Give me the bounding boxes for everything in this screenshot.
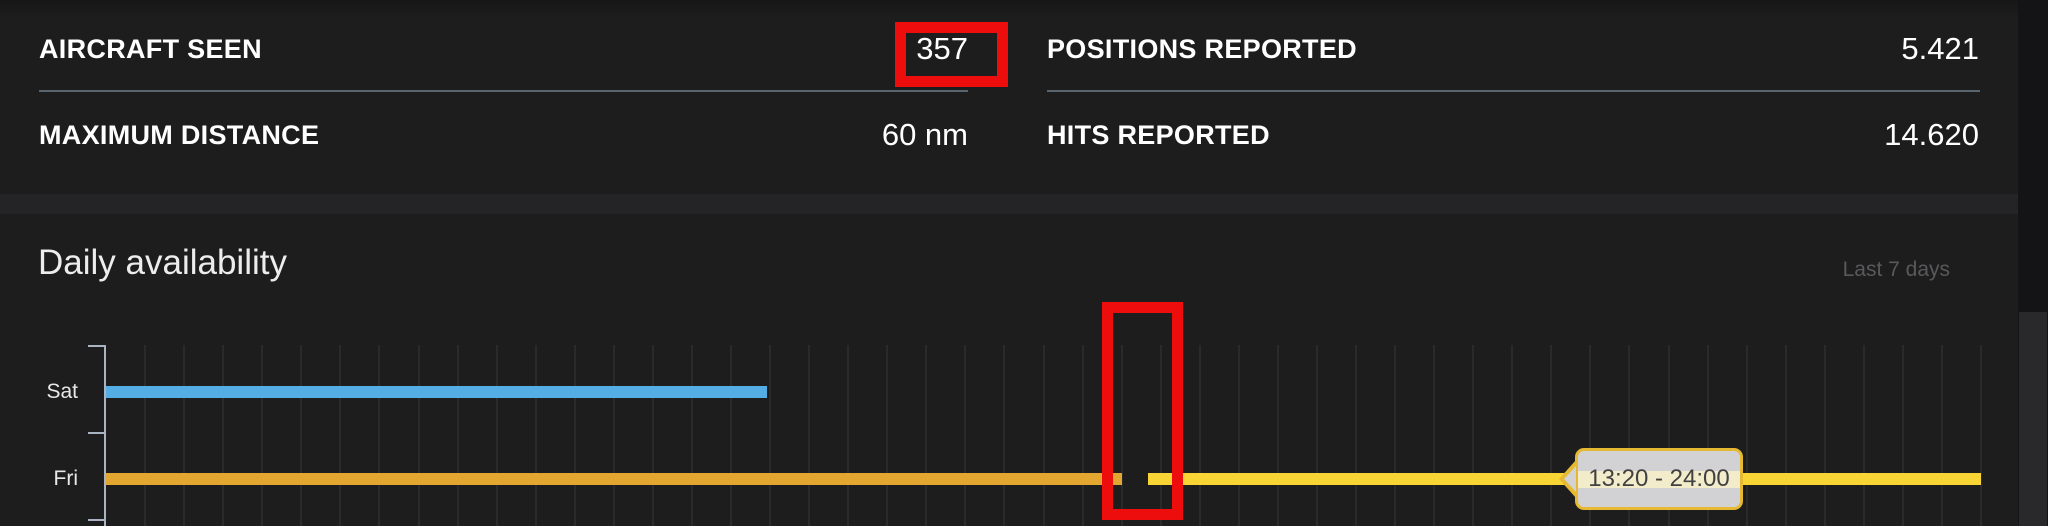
gridline: [847, 345, 850, 526]
gridline: [1784, 345, 1787, 526]
stat-positions-reported: POSITIONS REPORTED 5.421: [1047, 20, 1979, 78]
axis-tick: [88, 519, 105, 521]
gridline: [1003, 345, 1006, 526]
availability-bar-fri-segment-0[interactable]: [106, 473, 1122, 485]
segment-tooltip: 13:20 - 24:00: [1575, 448, 1743, 510]
gridline: [1980, 345, 1982, 526]
gridline: [300, 345, 303, 526]
gridline: [808, 345, 811, 526]
gridline: [1745, 345, 1748, 526]
stat-aircraft-seen: AIRCRAFT SEEN 357: [39, 20, 968, 78]
gridline: [183, 345, 186, 526]
stat-hits-reported: HITS REPORTED 14.620: [1047, 106, 1979, 164]
gridline: [378, 345, 381, 526]
stat-maximum-distance: MAXIMUM DISTANCE 60 nm: [39, 106, 968, 164]
gridline: [1198, 345, 1201, 526]
y-axis-line: [104, 345, 106, 526]
gridline: [730, 345, 732, 526]
period-label: Last 7 days: [1842, 258, 1950, 281]
gridline: [144, 345, 147, 526]
panel-top-shadow: [0, 0, 2018, 18]
gridline: [1628, 345, 1631, 526]
gridline: [1589, 345, 1592, 526]
gridline: [1042, 345, 1045, 526]
annotation-box-aircraft-seen-value: [895, 22, 1008, 87]
gridline: [1706, 345, 1709, 526]
gridline: [1940, 345, 1943, 526]
gridline: [1394, 345, 1397, 526]
gridline: [1237, 345, 1240, 526]
gridline: [964, 345, 967, 526]
gridline: [339, 345, 342, 526]
gridline: [222, 345, 225, 526]
stats-divider-left: [39, 90, 968, 92]
daily-availability-panel: Daily availability Last 7 days Sat Fri 13…: [0, 214, 2018, 526]
gridline: [1276, 345, 1279, 526]
tooltip-arrow-fill: [1564, 466, 1576, 492]
gridline: [261, 345, 264, 526]
stat-label: AIRCRAFT SEEN: [39, 33, 262, 64]
statistics-panel: AIRCRAFT SEEN 357 POSITIONS REPORTED 5.4…: [0, 0, 2018, 194]
gridline: [1120, 345, 1123, 526]
gridline: [690, 345, 693, 526]
gridline: [925, 345, 928, 526]
stat-value: 60 nm: [881, 117, 968, 152]
stat-label: HITS REPORTED: [1047, 119, 1270, 150]
gridline: [1823, 345, 1826, 526]
axis-tick: [88, 345, 105, 347]
gridline: [417, 345, 420, 526]
tooltip-bar-stripe: [1578, 471, 1740, 488]
stat-value: 357: [916, 31, 968, 66]
stat-label: POSITIONS REPORTED: [1047, 33, 1357, 64]
gridline: [1159, 345, 1162, 526]
stat-value: 5.421: [1901, 31, 1979, 66]
section-title: Daily availability: [38, 243, 287, 282]
gridline: [1081, 345, 1084, 526]
gridline: [1433, 345, 1436, 526]
tooltip-text: 13:20 - 24:00: [1588, 465, 1730, 492]
axis-tick: [88, 432, 105, 434]
gridline: [886, 345, 889, 526]
stats-divider-right: [1047, 90, 1980, 92]
gridline: [1550, 345, 1553, 526]
gridline: [1511, 345, 1514, 526]
gridline: [495, 345, 498, 526]
gridline: [769, 345, 772, 526]
gridline: [612, 345, 615, 526]
scrollbar-thumb[interactable]: [2019, 312, 2047, 526]
availability-bar-sat-segment-0[interactable]: [106, 386, 768, 398]
stat-label: MAXIMUM DISTANCE: [39, 119, 320, 150]
gridline: [651, 345, 654, 526]
gridline: [1472, 345, 1475, 526]
gridline: [1355, 345, 1357, 526]
gridline: [1315, 345, 1318, 526]
row-label-fri: Fri: [53, 467, 79, 490]
gridline: [534, 345, 537, 526]
stat-value: 14.620: [1884, 117, 1979, 152]
annotation-box-fri-outage-gap: [1102, 302, 1183, 520]
gridline: [1667, 345, 1670, 526]
gridline: [456, 345, 459, 526]
row-label-sat: Sat: [46, 380, 78, 403]
gridline: [573, 345, 576, 526]
gridline: [1901, 345, 1904, 526]
gridline: [1862, 345, 1865, 526]
